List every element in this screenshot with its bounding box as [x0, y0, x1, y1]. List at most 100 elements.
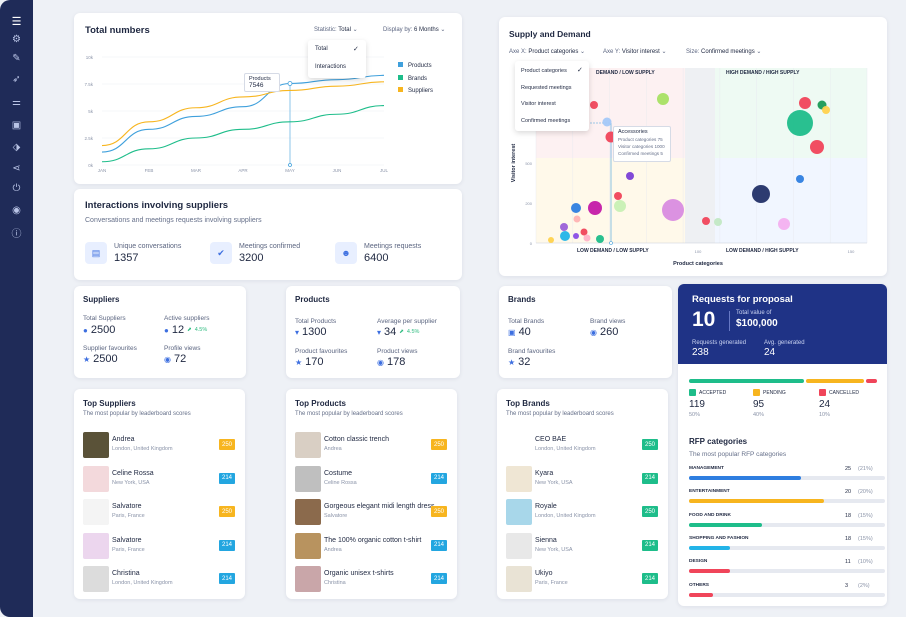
item-name[interactable]: Salvatore — [112, 536, 142, 544]
stat-value: ◉ 260 — [590, 326, 619, 338]
cart-icon: ▾ — [295, 327, 300, 337]
status-value: 119 — [689, 399, 705, 410]
stat-label: Brand favourites — [508, 348, 556, 355]
item-name[interactable]: Cotton classic trench — [324, 436, 389, 443]
item-name[interactable]: Ukiyo — [535, 570, 553, 578]
top_brands-thumbnail — [506, 432, 532, 458]
item-subtitle: Paris, France — [112, 546, 145, 553]
score-badge: 250 — [431, 439, 447, 450]
score-badge: 250 — [219, 439, 235, 450]
x-tick-label: MAY — [285, 168, 294, 173]
category-count: 25 — [845, 466, 852, 472]
data-bubble — [602, 117, 612, 127]
score-badge: 214 — [642, 539, 658, 551]
item-subtitle: Andrea — [324, 546, 342, 553]
power-icon[interactable]: ⏻ — [12, 182, 21, 194]
item-subtitle: Andrea — [324, 446, 342, 452]
rocket-icon[interactable]: ➶ — [12, 73, 21, 85]
status-swatch — [819, 389, 826, 396]
stat-label: Total Products — [295, 318, 337, 325]
item-name[interactable]: Royale — [535, 503, 557, 511]
settings-icon[interactable]: ⚙ — [12, 33, 21, 45]
check-circle-icon: ✔ — [210, 242, 232, 264]
legend-brands[interactable]: Brands — [398, 73, 433, 86]
stat-value: ● 12 ⬈ 4.5% — [164, 324, 208, 336]
item-subtitle: Salvatore — [324, 513, 348, 520]
menu-item-interactions[interactable]: Interactions — [315, 64, 347, 70]
item-name[interactable]: Salvatore — [112, 503, 142, 511]
statistic-dropdown[interactable]: Statistic: Total ⌄ — [314, 27, 358, 33]
x-tick-label: MAR — [191, 168, 202, 173]
info-icon[interactable]: ⓘ — [11, 228, 22, 240]
series-line-products — [101, 74, 385, 153]
hover-point — [287, 81, 293, 86]
item-name[interactable]: Organic unisex t-shirts — [324, 570, 394, 578]
trend-up-icon: ⬈ — [399, 329, 404, 335]
y-tick-label: 7.5k — [84, 82, 93, 87]
status-label: CANCELLED — [829, 390, 860, 396]
item-subtitle: Paris, France — [535, 580, 568, 587]
item-name[interactable]: Gorgeous elegant midi length dress — [324, 503, 435, 511]
score-badge: 250 — [642, 506, 658, 518]
top_suppliers-thumbnail — [83, 432, 109, 458]
stat-value: ▾ 34 ⬈ 4.5% — [377, 326, 420, 338]
status-value: 95 — [753, 399, 765, 410]
data-bubble — [573, 215, 581, 223]
gen-label: Requests generated — [692, 340, 747, 346]
briefcase-icon[interactable]: ▣ — [11, 119, 22, 131]
share-icon[interactable]: ⋖ — [12, 162, 21, 174]
menu-item[interactable]: Product categories — [521, 68, 567, 74]
size-dropdown[interactable]: Size: Confirmed meetings ⌄ — [686, 49, 762, 55]
eye-icon[interactable]: ◉ — [12, 204, 21, 216]
top_products-thumbnail — [295, 566, 321, 593]
products-card: Products Total Products ▾ 1300 Average pe… — [286, 286, 460, 378]
category-bar-fill — [689, 569, 731, 574]
item-name[interactable]: Christina — [112, 570, 140, 578]
quadrant-label: LOW DEMAND / HIGH SUPPLY — [726, 248, 799, 254]
user-icon: ● — [164, 325, 169, 335]
sliders-icon[interactable]: ⚌ — [12, 96, 21, 108]
item-name[interactable]: The 100% organic cotton t-shirt — [324, 536, 422, 544]
category-bar-track — [689, 592, 885, 597]
x-tick-label: JAN — [98, 168, 107, 173]
legend-products[interactable]: Products — [398, 60, 433, 73]
stat-label: Meetings confirmed — [239, 243, 301, 250]
item-name[interactable]: Andrea — [112, 436, 135, 443]
axis-y-dropdown[interactable]: Axe Y: Visitor interest ⌄ — [603, 49, 667, 55]
category-bar-fill — [689, 499, 825, 504]
legend-suppliers[interactable]: Suppliers — [398, 85, 433, 98]
item-name[interactable]: Costume — [324, 469, 353, 477]
item-name[interactable]: CEO BAE — [535, 436, 567, 443]
display-by-dropdown[interactable]: Display by: 6 Months ⌄ — [383, 27, 446, 33]
avg-label: Avg. generated — [764, 340, 805, 346]
tag-icon[interactable]: ⬗ — [12, 141, 21, 153]
menu-item-total[interactable]: Total — [315, 46, 328, 52]
stat-label: Average per supplier — [377, 318, 437, 325]
brands-card: Brands Total Brands ▣ 40 Brand views ◉ 260… — [499, 286, 672, 378]
top_brands-thumbnail — [506, 465, 532, 492]
edit-icon[interactable]: ✎ — [12, 52, 21, 64]
y-tick-label: 0 — [530, 241, 533, 246]
item-name[interactable]: Sienna — [535, 536, 557, 544]
menu-item[interactable]: Visitor interest — [521, 101, 556, 107]
menu-item[interactable]: Requested meetings — [521, 85, 572, 91]
quadrant-bg — [715, 68, 867, 158]
item-name[interactable]: Kyara — [535, 469, 554, 477]
briefcase-icon: ▣ — [508, 327, 516, 337]
data-bubble — [596, 235, 604, 243]
menu-item[interactable]: Confirmed meetings — [521, 118, 571, 124]
bubble-tooltip: Accessories Product categories 75 Visito… — [613, 126, 671, 162]
quadrant-bg — [685, 68, 715, 243]
y-tick-label: 500 — [525, 161, 532, 166]
card-title: Top Brands — [506, 399, 550, 408]
item-name[interactable]: Celine Rossa — [112, 469, 154, 477]
axis-x-dropdown[interactable]: Axe X: Product categories ⌄ — [509, 49, 586, 55]
score-badge: 214 — [642, 573, 658, 585]
data-bubble — [822, 106, 830, 114]
data-bubble — [614, 200, 626, 212]
top_brands-thumbnail — [506, 499, 532, 526]
menu-icon[interactable]: ☰ — [11, 15, 22, 28]
status-swatch — [689, 389, 696, 396]
category-name: FOOD AND DRINK — [689, 512, 731, 518]
